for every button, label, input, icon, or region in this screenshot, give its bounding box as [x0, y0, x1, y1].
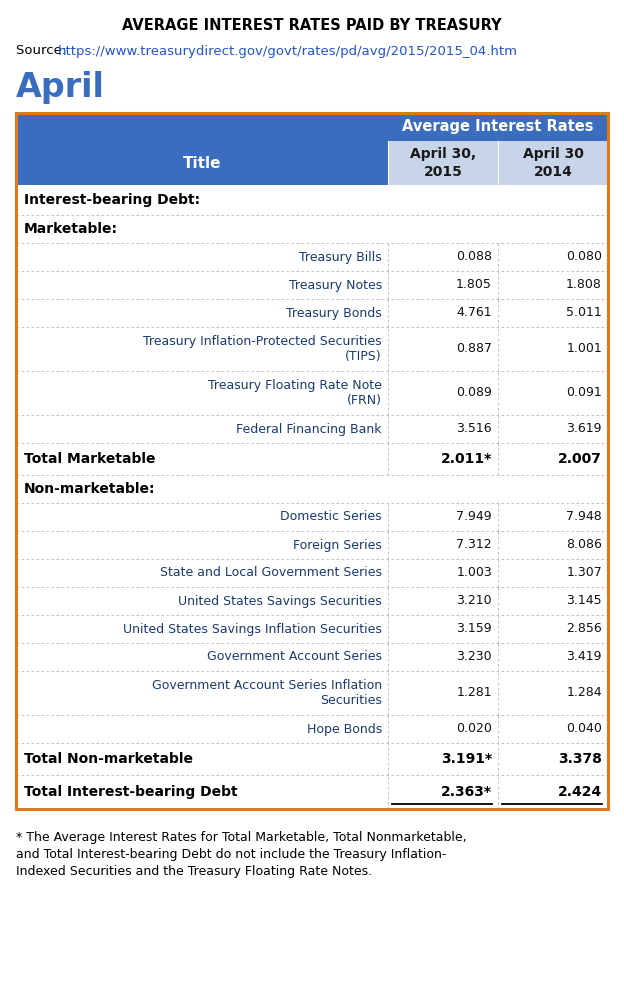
Bar: [16, 215, 608, 243]
Text: 1.003: 1.003: [456, 566, 492, 580]
Text: Interest-bearing Debt:: Interest-bearing Debt:: [24, 193, 200, 207]
Text: 0.091: 0.091: [566, 387, 602, 399]
Text: 0.088: 0.088: [456, 250, 492, 264]
Text: Government Account Series: Government Account Series: [207, 650, 382, 663]
Text: Treasury Floating Rate Note
(FRN): Treasury Floating Rate Note (FRN): [208, 379, 382, 407]
Text: Indexed Securities and the Treasury Floating Rate Notes.: Indexed Securities and the Treasury Floa…: [16, 865, 372, 878]
Bar: [16, 141, 388, 185]
Text: 3.159: 3.159: [456, 623, 492, 636]
Text: * The Average Interest Rates for Total Marketable, Total Nonmarketable,: * The Average Interest Rates for Total M…: [16, 831, 467, 844]
Text: Treasury Bills: Treasury Bills: [300, 250, 382, 264]
Bar: [16, 113, 608, 809]
Bar: [16, 185, 608, 215]
Text: 3.619: 3.619: [567, 423, 602, 436]
Text: Treasury Inflation-Protected Securities
(TIPS): Treasury Inflation-Protected Securities …: [144, 335, 382, 363]
Bar: [16, 775, 608, 809]
Text: Marketable:: Marketable:: [24, 222, 118, 236]
Text: 0.020: 0.020: [456, 722, 492, 736]
Text: AVERAGE INTEREST RATES PAID BY TREASURY: AVERAGE INTEREST RATES PAID BY TREASURY: [122, 19, 502, 33]
Text: 3.145: 3.145: [567, 594, 602, 607]
Bar: [16, 327, 608, 371]
Bar: [16, 715, 608, 743]
Text: 4.761: 4.761: [456, 306, 492, 320]
Bar: [16, 443, 608, 475]
Text: 1.284: 1.284: [567, 687, 602, 699]
Bar: [16, 587, 608, 615]
Text: https://www.treasurydirect.gov/govt/rates/pd/avg/2015/2015_04.htm: https://www.treasurydirect.gov/govt/rate…: [58, 44, 518, 58]
Bar: [16, 475, 608, 503]
Text: April 30,
2015: April 30, 2015: [410, 147, 476, 179]
Text: 0.887: 0.887: [456, 342, 492, 355]
Text: 3.516: 3.516: [456, 423, 492, 436]
Bar: [16, 671, 608, 715]
Text: State and Local Government Series: State and Local Government Series: [160, 566, 382, 580]
Text: Federal Financing Bank: Federal Financing Bank: [236, 423, 382, 436]
Text: 1.307: 1.307: [566, 566, 602, 580]
Bar: [388, 141, 498, 185]
Text: United States Savings Inflation Securities: United States Savings Inflation Securiti…: [123, 623, 382, 636]
Bar: [16, 415, 608, 443]
Text: 7.312: 7.312: [456, 539, 492, 551]
Bar: [16, 531, 608, 559]
Text: 2.007: 2.007: [558, 452, 602, 466]
Text: Total Interest-bearing Debt: Total Interest-bearing Debt: [24, 785, 238, 799]
Bar: [16, 271, 608, 299]
Text: Average Interest Rates: Average Interest Rates: [402, 120, 594, 134]
Text: Total Non-marketable: Total Non-marketable: [24, 752, 193, 766]
Text: 1.808: 1.808: [566, 279, 602, 291]
Text: Total Marketable: Total Marketable: [24, 452, 155, 466]
Bar: [16, 559, 608, 587]
Text: 2.856: 2.856: [566, 623, 602, 636]
Bar: [16, 743, 608, 775]
Bar: [16, 113, 608, 141]
Text: Non-marketable:: Non-marketable:: [24, 482, 155, 496]
Text: 1.805: 1.805: [456, 279, 492, 291]
Text: Government Account Series Inflation
Securities: Government Account Series Inflation Secu…: [152, 679, 382, 707]
Bar: [16, 299, 608, 327]
Text: Treasury Notes: Treasury Notes: [289, 279, 382, 291]
Text: 3.378: 3.378: [558, 752, 602, 766]
Text: 2.424: 2.424: [558, 785, 602, 799]
Text: Hope Bonds: Hope Bonds: [307, 722, 382, 736]
Text: 1.001: 1.001: [566, 342, 602, 355]
Text: 7.948: 7.948: [566, 510, 602, 524]
Text: 0.080: 0.080: [566, 250, 602, 264]
Text: April: April: [16, 72, 105, 105]
Text: Source:: Source:: [16, 44, 71, 58]
Bar: [16, 503, 608, 531]
Text: 8.086: 8.086: [566, 539, 602, 551]
Text: United States Savings Securities: United States Savings Securities: [178, 594, 382, 607]
Bar: [16, 615, 608, 643]
Text: 3.191*: 3.191*: [441, 752, 492, 766]
Text: Title: Title: [183, 156, 222, 171]
Text: 0.040: 0.040: [566, 722, 602, 736]
Text: and Total Interest-bearing Debt do not include the Treasury Inflation-: and Total Interest-bearing Debt do not i…: [16, 848, 446, 861]
Text: 2.011*: 2.011*: [441, 452, 492, 466]
Text: 3.419: 3.419: [567, 650, 602, 663]
Text: 1.281: 1.281: [456, 687, 492, 699]
Text: 0.089: 0.089: [456, 387, 492, 399]
Text: Treasury Bonds: Treasury Bonds: [286, 306, 382, 320]
Text: Domestic Series: Domestic Series: [280, 510, 382, 524]
Bar: [16, 243, 608, 271]
Bar: [498, 141, 608, 185]
Text: April 30
2014: April 30 2014: [522, 147, 583, 179]
Text: 2.363*: 2.363*: [441, 785, 492, 799]
Text: 7.949: 7.949: [456, 510, 492, 524]
Bar: [16, 643, 608, 671]
Text: 3.210: 3.210: [456, 594, 492, 607]
Text: Foreign Series: Foreign Series: [293, 539, 382, 551]
Bar: [16, 371, 608, 415]
Text: 3.230: 3.230: [456, 650, 492, 663]
Text: 5.011: 5.011: [566, 306, 602, 320]
